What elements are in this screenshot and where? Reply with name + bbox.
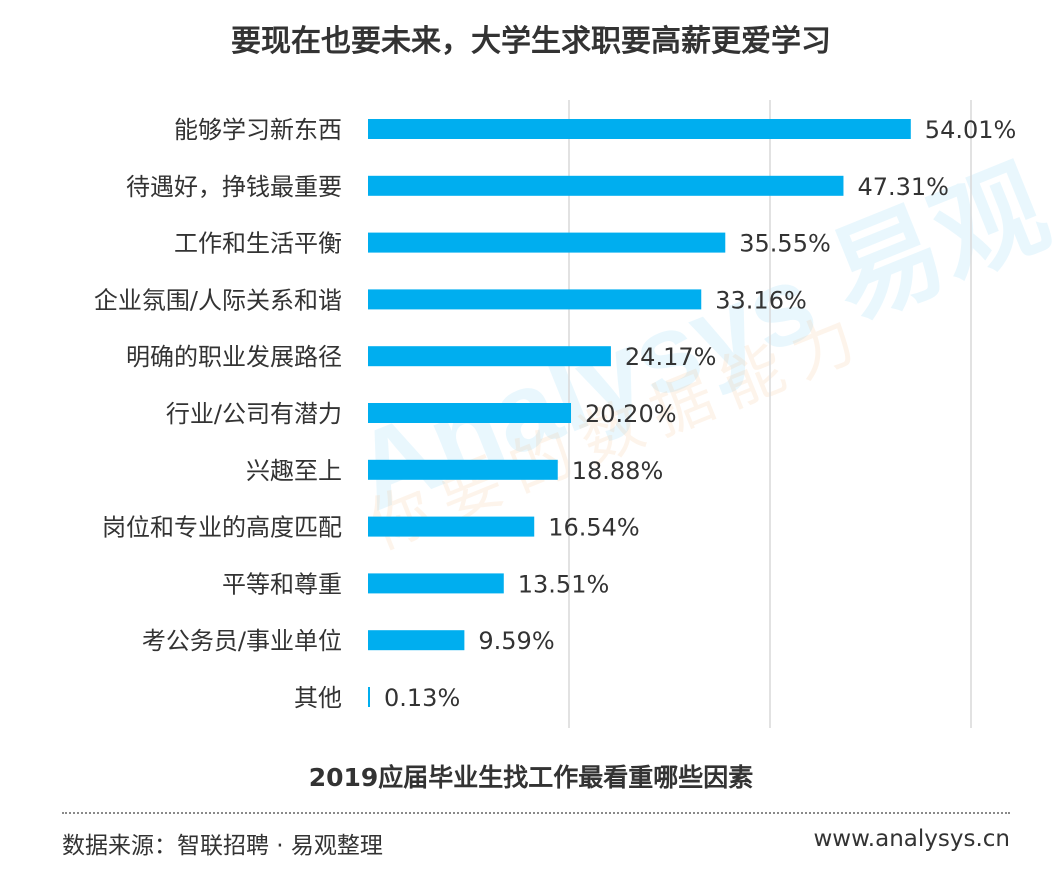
category-label: 待遇好，挣钱最重要: [126, 173, 342, 201]
value-label: 13.51%: [518, 570, 610, 598]
bar: [368, 346, 611, 367]
category-label: 其他: [294, 684, 342, 712]
bar-chart: 能够学习新东西待遇好，挣钱最重要工作和生活平衡企业氛围/人际关系和谐明确的职业发…: [94, 100, 1016, 728]
bar: [368, 573, 504, 594]
value-label: 54.01%: [925, 116, 1017, 144]
category-label: 兴趣至上: [246, 457, 342, 485]
bar: [368, 459, 558, 480]
bar: [368, 687, 370, 707]
value-labels: 54.01% 47.31% 35.55% 33.16% 24.17% 20.20% 18.8…: [384, 116, 1016, 712]
category-label: 行业/公司有潜力: [166, 400, 342, 428]
bar: [368, 289, 702, 310]
bar: [368, 630, 465, 651]
website-link[interactable]: www.analysys.cn: [813, 826, 1010, 852]
bar: [368, 516, 535, 537]
category-label: 工作和生活平衡: [174, 230, 342, 258]
value-label: 0.13%: [384, 684, 460, 712]
bar: [368, 119, 911, 139]
category-label: 考公务员/事业单位: [142, 627, 342, 655]
category-label: 岗位和专业的高度匹配: [102, 514, 342, 542]
value-label: 20.20%: [585, 400, 677, 428]
chart-subtitle: 2019应届毕业生找工作最看重哪些因素: [308, 763, 754, 792]
chart-title: 要现在也要未来，大学生求职要高薪更爱学习: [231, 24, 831, 59]
bars: [368, 119, 911, 707]
bar: [368, 175, 844, 196]
bar: [368, 232, 726, 253]
footer-divider: [62, 812, 1010, 814]
value-label: 16.54%: [548, 514, 640, 542]
value-label: 47.31%: [857, 173, 949, 201]
category-label: 平等和尊重: [222, 570, 342, 598]
value-label: 9.59%: [478, 627, 554, 655]
category-label: 企业氛围/人际关系和谐: [94, 286, 342, 314]
category-label: 能够学习新东西: [174, 116, 342, 144]
value-label: 24.17%: [625, 343, 717, 371]
category-labels: 能够学习新东西待遇好，挣钱最重要工作和生活平衡企业氛围/人际关系和谐明确的职业发…: [94, 116, 342, 712]
value-label: 35.55%: [739, 230, 831, 258]
value-label: 18.88%: [572, 457, 664, 485]
category-label: 明确的职业发展路径: [126, 343, 342, 371]
value-label: 33.16%: [715, 286, 807, 314]
bar: [368, 403, 572, 423]
data-source: 数据来源：智联招聘 · 易观整理: [62, 833, 383, 859]
